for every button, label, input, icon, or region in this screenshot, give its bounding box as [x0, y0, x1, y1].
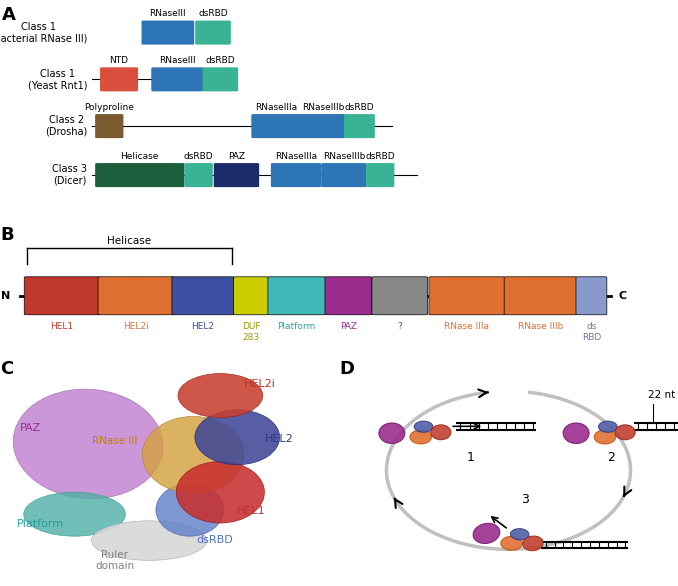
Text: HEL1: HEL1	[51, 322, 74, 331]
FancyBboxPatch shape	[95, 163, 184, 187]
FancyBboxPatch shape	[184, 163, 213, 187]
FancyBboxPatch shape	[214, 163, 259, 187]
Text: 22 nt: 22 nt	[648, 390, 675, 400]
Text: dsRBD: dsRBD	[365, 152, 395, 161]
Text: RNase III: RNase III	[92, 436, 137, 446]
Text: RNaseIII: RNaseIII	[150, 9, 186, 18]
Text: RNase IIIb: RNase IIIb	[518, 322, 563, 331]
Text: B: B	[0, 226, 14, 244]
Text: C: C	[619, 291, 627, 301]
Text: HEL2: HEL2	[264, 434, 293, 444]
Ellipse shape	[156, 483, 224, 536]
Text: RNase IIIa: RNase IIIa	[444, 322, 490, 331]
Text: RNaseIIIb: RNaseIIIb	[323, 152, 365, 161]
FancyBboxPatch shape	[429, 277, 505, 315]
Text: 2: 2	[607, 451, 615, 465]
Ellipse shape	[176, 462, 264, 523]
FancyBboxPatch shape	[271, 163, 321, 187]
Text: ds
RBD: ds RBD	[582, 322, 601, 342]
Text: Helicase: Helicase	[121, 152, 159, 161]
Text: NTD: NTD	[110, 56, 129, 65]
Text: HEL2i: HEL2i	[244, 379, 276, 389]
Text: dsRBD: dsRBD	[184, 152, 214, 161]
Text: Polyproline: Polyproline	[84, 103, 134, 111]
Text: DUF
283: DUF 283	[242, 322, 260, 342]
Text: ?: ?	[397, 322, 402, 331]
FancyBboxPatch shape	[366, 163, 395, 187]
FancyBboxPatch shape	[203, 67, 238, 91]
Ellipse shape	[14, 389, 163, 499]
FancyBboxPatch shape	[300, 114, 346, 138]
FancyBboxPatch shape	[100, 67, 138, 91]
FancyBboxPatch shape	[234, 277, 268, 315]
Text: C: C	[0, 360, 14, 379]
Ellipse shape	[473, 523, 500, 543]
Text: PAZ: PAZ	[340, 322, 357, 331]
FancyBboxPatch shape	[151, 67, 204, 91]
Ellipse shape	[594, 430, 616, 444]
Ellipse shape	[410, 430, 431, 444]
FancyBboxPatch shape	[172, 277, 235, 315]
Ellipse shape	[24, 492, 125, 536]
FancyBboxPatch shape	[372, 277, 428, 315]
Text: HEL2: HEL2	[192, 322, 215, 331]
Ellipse shape	[563, 423, 589, 444]
Ellipse shape	[511, 529, 529, 540]
FancyBboxPatch shape	[344, 114, 375, 138]
FancyBboxPatch shape	[268, 277, 325, 315]
FancyBboxPatch shape	[252, 114, 302, 138]
Text: A: A	[2, 6, 16, 24]
Text: dsRBD: dsRBD	[198, 9, 228, 18]
FancyBboxPatch shape	[24, 277, 100, 315]
Text: dsRBD: dsRBD	[344, 103, 374, 111]
Text: Class 2
(Drosha): Class 2 (Drosha)	[45, 115, 87, 137]
Ellipse shape	[523, 536, 543, 551]
Text: dsRBD: dsRBD	[197, 535, 233, 545]
FancyBboxPatch shape	[142, 21, 194, 45]
Ellipse shape	[615, 425, 635, 440]
Text: Ruler
domain: Ruler domain	[95, 550, 134, 571]
Text: 1: 1	[466, 451, 475, 465]
FancyBboxPatch shape	[98, 277, 174, 315]
Ellipse shape	[414, 421, 433, 432]
Text: RNaseIIIa: RNaseIIIa	[275, 152, 317, 161]
Text: 3: 3	[521, 493, 530, 506]
Text: RNaseIIIb: RNaseIIIb	[302, 103, 344, 111]
Ellipse shape	[142, 417, 244, 493]
Text: Platform: Platform	[17, 519, 64, 529]
Ellipse shape	[379, 423, 405, 444]
FancyBboxPatch shape	[195, 21, 231, 45]
Text: RNaseIIIa: RNaseIIIa	[256, 103, 298, 111]
Ellipse shape	[92, 521, 207, 560]
Text: dsRBD: dsRBD	[205, 56, 235, 65]
Ellipse shape	[431, 425, 451, 440]
Text: PAZ: PAZ	[20, 423, 41, 432]
Ellipse shape	[178, 374, 263, 417]
Text: HEL1: HEL1	[237, 506, 266, 516]
Text: N: N	[1, 291, 10, 301]
Ellipse shape	[501, 536, 522, 550]
Text: Platform: Platform	[277, 322, 316, 331]
FancyBboxPatch shape	[95, 114, 123, 138]
Ellipse shape	[195, 410, 279, 465]
Text: Class 1
(Bacterial RNase III): Class 1 (Bacterial RNase III)	[0, 22, 87, 43]
Text: Class 3
(Dicer): Class 3 (Dicer)	[52, 164, 87, 186]
FancyBboxPatch shape	[504, 277, 577, 315]
Text: RNaseIII: RNaseIII	[159, 56, 196, 65]
Text: PAZ: PAZ	[228, 152, 245, 161]
Text: Helicase: Helicase	[107, 236, 151, 246]
FancyBboxPatch shape	[576, 277, 607, 315]
Text: Class 1
(Yeast Rnt1): Class 1 (Yeast Rnt1)	[28, 69, 87, 90]
Text: HEL2i: HEL2i	[123, 322, 148, 331]
FancyBboxPatch shape	[325, 277, 372, 315]
Text: D: D	[339, 360, 354, 379]
FancyBboxPatch shape	[321, 163, 367, 187]
Ellipse shape	[599, 421, 617, 432]
